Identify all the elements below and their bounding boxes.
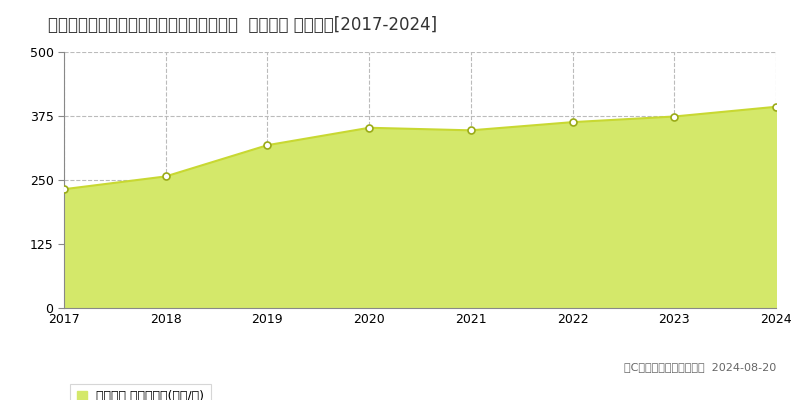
Text: （C）土地価格ドットコム  2024-08-20: （C）土地価格ドットコム 2024-08-20 [624,362,776,372]
Legend: 地価公示 平均坪単価(万円/坪): 地価公示 平均坪単価(万円/坪) [70,384,210,400]
Text: 愛知県名古屋市中区栄１丁目１１０２番外  地価公示 地価推移[2017-2024]: 愛知県名古屋市中区栄１丁目１１０２番外 地価公示 地価推移[2017-2024] [48,16,437,34]
